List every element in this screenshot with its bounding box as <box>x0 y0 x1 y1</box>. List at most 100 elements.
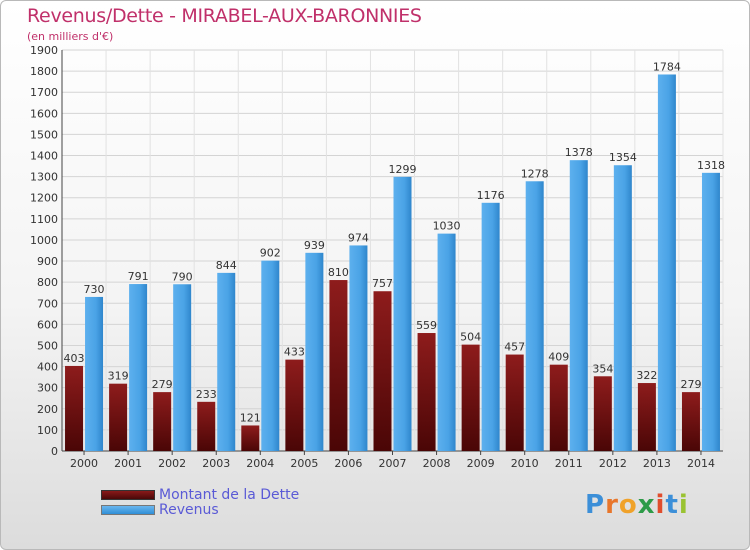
y-tick-label: 1700 <box>30 86 58 99</box>
data-label-revenus: 790 <box>172 270 193 283</box>
bar-revenus <box>481 202 500 451</box>
bar-revenus <box>657 74 676 451</box>
x-tick-label: 2005 <box>290 457 318 470</box>
legend: Montant de la Dette Revenus <box>101 486 300 518</box>
bar-revenus <box>437 233 456 451</box>
legend-label-dette: Montant de la Dette <box>159 486 300 503</box>
y-tick-label: 1300 <box>30 171 58 184</box>
bar-revenus <box>261 260 280 451</box>
bar-dette <box>681 392 700 451</box>
x-tick-label: 2011 <box>555 457 583 470</box>
x-tick-label: 2007 <box>379 457 407 470</box>
bar-dette <box>637 383 656 451</box>
legend-swatch-dette <box>101 489 155 500</box>
x-tick-label: 2013 <box>643 457 671 470</box>
data-label-dette: 810 <box>328 266 349 279</box>
bar-revenus <box>525 181 544 452</box>
data-label-dette: 757 <box>372 277 393 290</box>
y-tick-label: 200 <box>37 403 58 416</box>
x-tick-label: 2012 <box>599 457 627 470</box>
bar-revenus <box>173 284 192 451</box>
y-tick-label: 1200 <box>30 192 58 205</box>
data-label-revenus: 844 <box>216 259 237 272</box>
data-label-dette: 409 <box>548 351 569 364</box>
bar-dette <box>197 401 216 451</box>
chart-title: Revenus/Dette - MIRABEL-AUX-BARONNIES <box>27 5 422 27</box>
bar-revenus <box>85 296 104 451</box>
y-tick-label: 1000 <box>30 234 58 247</box>
data-label-revenus: 1354 <box>609 151 637 164</box>
y-tick-label: 1600 <box>30 107 58 120</box>
data-label-dette: 279 <box>152 378 173 391</box>
logo-letter: i <box>678 490 689 520</box>
legend-swatch-revenus <box>101 504 155 515</box>
bar-revenus <box>613 165 632 451</box>
data-label-revenus: 730 <box>84 283 105 296</box>
y-tick-label: 1800 <box>30 65 58 78</box>
bar-dette <box>505 354 524 451</box>
bar-dette <box>65 365 84 451</box>
x-tick-label: 2000 <box>70 457 98 470</box>
data-label-revenus: 1176 <box>477 189 505 202</box>
y-tick-label: 300 <box>37 382 58 395</box>
logo-letter: x <box>637 490 656 520</box>
bar-dette <box>417 333 436 451</box>
bar-revenus <box>349 245 368 451</box>
x-tick-label: 2008 <box>423 457 451 470</box>
y-tick-label: 1500 <box>30 128 58 141</box>
logo-letter: P <box>585 490 606 520</box>
axes: 0 100 200 300 400 500 600 700 800 900 1000 1100 1200… <box>30 44 723 470</box>
bar-dette <box>153 392 172 451</box>
bar-dette <box>329 280 348 451</box>
bar-dette <box>109 383 128 451</box>
data-label-dette: 433 <box>284 346 305 359</box>
bar-dette <box>285 359 304 451</box>
data-label-revenus: 1378 <box>565 146 593 159</box>
logo-letter: i <box>655 490 666 520</box>
x-tick-label: 2009 <box>467 457 495 470</box>
grid-lines <box>61 49 724 452</box>
bar-dette <box>593 376 612 451</box>
y-tick-label: 400 <box>37 361 58 374</box>
x-tick-label: 2010 <box>511 457 539 470</box>
x-tick-label: 2006 <box>334 457 362 470</box>
y-tick-label: 500 <box>37 339 58 352</box>
y-tick-label: 900 <box>37 255 58 268</box>
data-label-dette: 403 <box>64 352 85 365</box>
bar-dette <box>549 364 568 451</box>
legend-item-revenus: Revenus <box>101 502 299 518</box>
y-tick-label: 1100 <box>30 213 58 226</box>
y-tick-label: 100 <box>37 424 58 437</box>
data-label-revenus: 1299 <box>389 163 417 176</box>
data-label-revenus: 1278 <box>521 167 549 180</box>
legend-item-dette: Montant de la Dette <box>101 486 300 503</box>
chart-subtitle: (en milliers d'€) <box>27 30 114 43</box>
bar-revenus <box>305 252 324 451</box>
bar-revenus <box>129 284 148 451</box>
data-label-dette: 322 <box>636 369 657 382</box>
data-label-dette: 457 <box>504 341 525 354</box>
logo-letter: t <box>665 490 679 520</box>
data-label-dette: 354 <box>592 362 613 375</box>
data-label-revenus: 939 <box>304 239 325 252</box>
data-label-dette: 121 <box>240 411 261 424</box>
bar-dette <box>241 425 260 451</box>
x-tick-label: 2003 <box>202 457 230 470</box>
data-labels: 403 730 319 791 279 790 233 844 121 902 433 939 810 9… <box>64 60 725 424</box>
data-label-dette: 319 <box>108 370 129 383</box>
y-tick-label: 700 <box>37 297 58 310</box>
bar-dette <box>373 291 392 451</box>
data-label-revenus: 1784 <box>653 60 681 73</box>
x-tick-label: 2001 <box>114 457 142 470</box>
data-label-revenus: 1318 <box>697 159 725 172</box>
bar-revenus <box>393 176 412 451</box>
y-tick-label: 800 <box>37 276 58 289</box>
data-label-dette: 504 <box>460 331 481 344</box>
bar-revenus <box>701 172 720 451</box>
x-tick-label: 2002 <box>158 457 186 470</box>
data-label-dette: 279 <box>680 378 701 391</box>
y-tick-label: 0 <box>51 445 58 458</box>
data-label-revenus: 791 <box>128 270 149 283</box>
